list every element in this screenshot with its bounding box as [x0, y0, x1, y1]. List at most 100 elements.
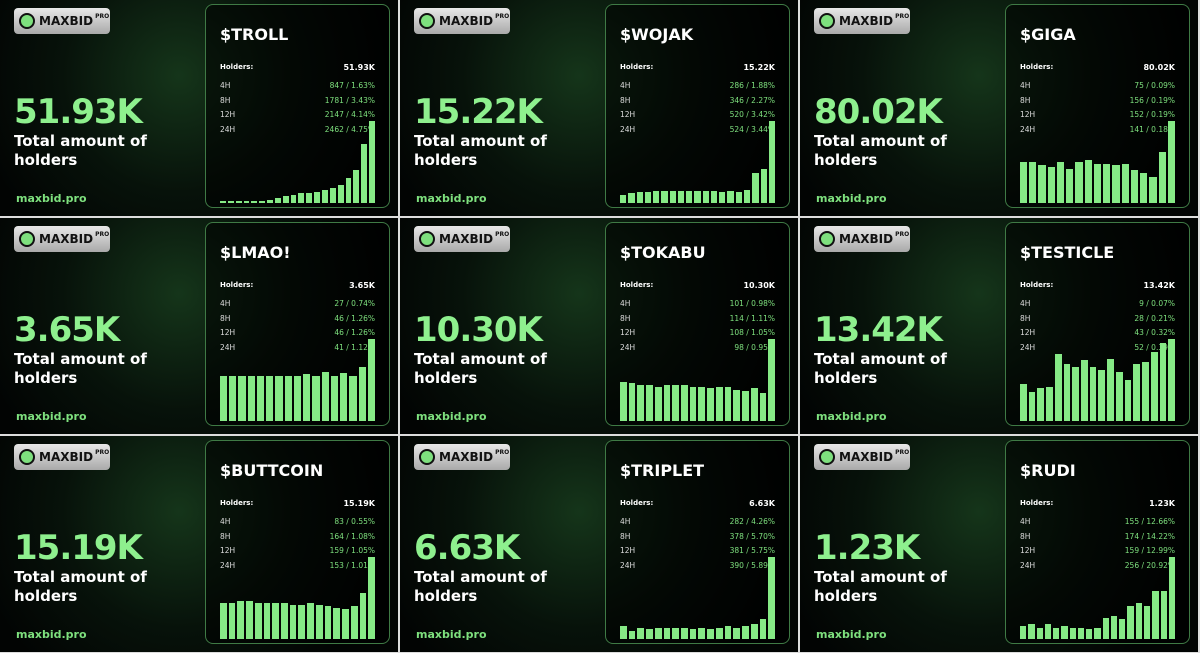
- period-change: 378 / 5.70%: [729, 531, 775, 541]
- bar: [321, 189, 328, 203]
- period-change: 1781 / 3.43%: [324, 95, 375, 105]
- bar: [663, 384, 671, 421]
- bar: [259, 200, 266, 203]
- stats-panel: $LMAO! Holders: 3.65K 4H 27 / 0.74% 8H 46 / 1.…: [205, 222, 390, 426]
- period: 4H: [220, 299, 231, 308]
- bar: [628, 383, 636, 421]
- bar: [1143, 606, 1151, 639]
- bar: [281, 602, 288, 639]
- brand: MAXBID: [439, 232, 494, 246]
- bar: [750, 388, 758, 421]
- stats-panel: $RUDI Holders: 1.23K 4H 155 / 12.66% 8H 174 / …: [1005, 440, 1190, 644]
- card: MAXBID PRO 15.19K Total amount of holders ma…: [0, 436, 398, 652]
- period-change: 98 / 0.95%: [734, 342, 775, 352]
- bar: [324, 606, 332, 639]
- holders-value: 51.93K: [343, 63, 375, 72]
- bar: [707, 388, 714, 421]
- period-change: 9 / 0.07%: [1139, 299, 1175, 308]
- bar: [698, 627, 706, 639]
- brand: MAXBID: [839, 14, 894, 28]
- ticker: $GIGA: [1020, 25, 1076, 44]
- bar: [263, 602, 271, 639]
- logo-icon: [819, 231, 835, 247]
- brand: MAXBID: [839, 232, 894, 246]
- card: MAXBID PRO 6.63K Total amount of holders max…: [400, 436, 798, 652]
- total-holders: 10.30K: [414, 310, 543, 350]
- bar: [1038, 165, 1046, 203]
- site: maxbid.pro: [816, 192, 887, 205]
- period: 8H: [220, 95, 231, 105]
- bar: [733, 627, 741, 639]
- period: 4H: [1020, 299, 1031, 308]
- brand: MAXBID: [39, 450, 94, 464]
- bar: [340, 373, 348, 421]
- bar: [1066, 168, 1074, 203]
- caption: Total amount of holders: [814, 568, 947, 605]
- bar: [1160, 591, 1167, 639]
- brand-tag: PRO: [95, 231, 110, 238]
- bar-chart: [1020, 339, 1175, 421]
- logo-icon: [19, 231, 35, 247]
- period-change: 2462 / 4.75%: [324, 124, 375, 134]
- bar: [768, 339, 775, 421]
- bar: [220, 602, 227, 639]
- ticker: $WOJAK: [620, 25, 694, 44]
- period-change: 524 / 3.44%: [729, 124, 775, 134]
- total-holders: 15.22K: [414, 92, 543, 132]
- logo: MAXBID PRO: [414, 8, 510, 34]
- logo-icon: [819, 13, 835, 29]
- bar: [1127, 606, 1134, 639]
- bar: [669, 190, 676, 203]
- bar: [247, 375, 255, 421]
- bar: [1028, 624, 1035, 639]
- period-change: 282 / 4.26%: [729, 517, 775, 526]
- bar-chart: [220, 557, 375, 639]
- brand-tag: PRO: [895, 449, 910, 456]
- logo: MAXBID PRO: [14, 226, 110, 252]
- bar: [235, 201, 242, 203]
- period-change: 43 / 0.32%: [1134, 328, 1175, 337]
- bar-chart: [620, 121, 776, 203]
- period-change: 256 / 20.92%: [1124, 560, 1175, 570]
- bar: [663, 627, 671, 639]
- period-change: 847 / 1.63%: [329, 81, 375, 90]
- period-change: 75 / 0.09%: [1134, 81, 1175, 90]
- period: 24H: [220, 124, 236, 134]
- bar: [1158, 152, 1166, 203]
- period-change: 390 / 5.89%: [729, 560, 775, 570]
- period: 12H: [220, 328, 236, 337]
- bar: [689, 386, 697, 421]
- stats-panel: $TRIPLET Holders: 6.63K 4H 282 / 4.26% 8H 378 …: [605, 440, 790, 644]
- total-holders: 13.42K: [814, 310, 943, 350]
- period: 24H: [620, 342, 636, 352]
- bar: [1020, 384, 1027, 421]
- bar: [694, 190, 701, 203]
- period: 4H: [220, 517, 231, 526]
- bar: [274, 198, 281, 203]
- period: 8H: [620, 531, 631, 541]
- logo: MAXBID PRO: [814, 444, 910, 470]
- holders-value: 13.42K: [1143, 281, 1175, 290]
- holders-label: Holders:: [620, 63, 654, 71]
- bar: [228, 602, 236, 639]
- holders-label: Holders:: [220, 281, 254, 289]
- period-change: 152 / 0.19%: [1129, 110, 1175, 119]
- brand-tag: PRO: [95, 13, 110, 20]
- logo-icon: [19, 13, 35, 29]
- logo: MAXBID PRO: [14, 8, 110, 34]
- period-change: 159 / 1.05%: [329, 546, 375, 555]
- bar: [646, 384, 653, 421]
- bar: [220, 375, 228, 421]
- bar: [654, 627, 662, 639]
- bar: [1135, 602, 1142, 639]
- bar: [1020, 162, 1028, 203]
- bar: [254, 602, 262, 639]
- bar: [1140, 173, 1148, 203]
- bar: [284, 375, 292, 421]
- bar: [1167, 121, 1175, 203]
- period: 24H: [620, 124, 636, 134]
- period: 8H: [1020, 531, 1031, 541]
- ticker: $TOKABU: [620, 243, 706, 262]
- period: 12H: [220, 546, 236, 555]
